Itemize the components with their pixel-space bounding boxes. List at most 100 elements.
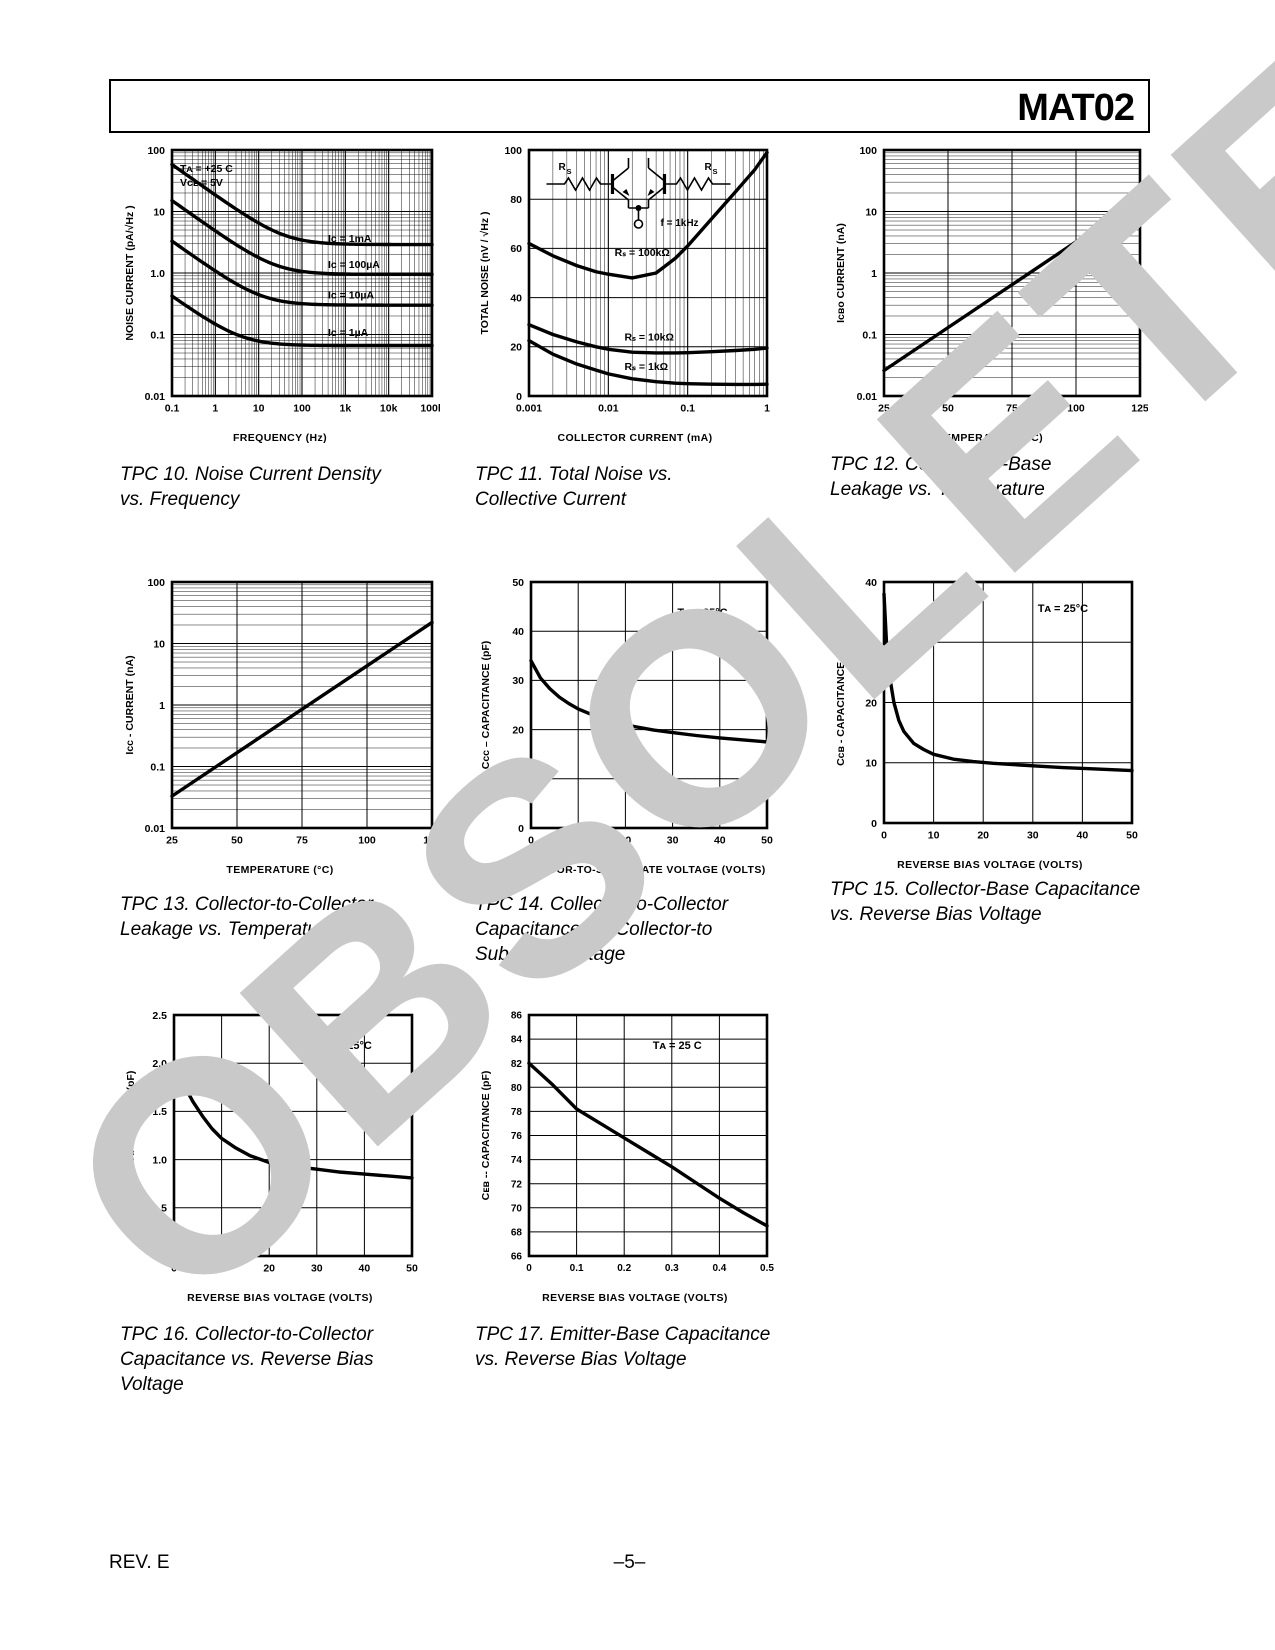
- svg-text:74: 74: [511, 1155, 523, 1166]
- svg-text:0: 0: [881, 830, 887, 842]
- svg-text:10: 10: [153, 638, 165, 650]
- chart-tpc14: 0 10 20 30 40 50 0 10 20 30 40 50 Cᴄᴄ – CAPACITANCE …: [480, 577, 773, 847]
- svg-text:40: 40: [714, 835, 726, 847]
- svg-text:0: 0: [171, 1263, 177, 1275]
- svg-text:2.5: 2.5: [152, 1010, 167, 1022]
- figure-tpc16: 0 10 20 30 40 50 0 .5 1.0 1.5 2.0 2.5 Cᴄᴄ -- CAPACIT…: [120, 1005, 440, 1397]
- svg-text:0: 0: [528, 835, 534, 847]
- svg-text:10: 10: [253, 403, 265, 415]
- svg-text:20: 20: [263, 1263, 275, 1275]
- xaxis-title-tpc13: TEMPERATURE (°C): [226, 864, 334, 876]
- svg-text:86: 86: [511, 1011, 523, 1022]
- chart-tpc12: 25 50 75 100 125 0.01 0.1 1 10 100 Iᴄʙᴏ CURRENT (n…: [835, 145, 1148, 415]
- svg-text:S: S: [712, 167, 717, 176]
- svg-text:1k: 1k: [339, 403, 351, 415]
- svg-text:50: 50: [1126, 830, 1138, 842]
- svg-text:1: 1: [871, 268, 877, 280]
- plot-tpc15: 0 10 20 30 40 50 0 10 20 30 40 Cᴄʙ - CAPACITANCE (p…: [830, 572, 1150, 857]
- svg-text:25: 25: [166, 835, 178, 847]
- svg-text:Tᴀ = 25 C: Tᴀ = 25 C: [653, 1040, 702, 1052]
- svg-text:0: 0: [871, 818, 877, 830]
- caption-tpc11: TPC 11. Total Noise vs. Collective Curre…: [475, 464, 673, 510]
- xaxis-title-tpc15: REVERSE BIAS VOLTAGE (VOLTS): [897, 859, 1083, 871]
- plot-tpc11: 0.001 0.01 0.1 1 0 20 40 60 80 100 TOTAL NOISE (nV…: [475, 140, 795, 430]
- svg-text:0.1: 0.1: [165, 403, 180, 415]
- svg-text:R: R: [558, 162, 566, 173]
- page-header-box: MAT02: [109, 79, 1150, 133]
- caption-tpc17: TPC 17. Emitter-Base Capacitance vs. Rev…: [475, 1324, 771, 1370]
- svg-text:30: 30: [865, 637, 877, 649]
- svg-text:20: 20: [865, 697, 877, 709]
- plot-tpc12: 25 50 75 100 125 0.01 0.1 1 10 100 Iᴄʙᴏ CURRENT (n…: [830, 140, 1150, 430]
- plot-tpc16: 0 10 20 30 40 50 0 .5 1.0 1.5 2.0 2.5 Cᴄᴄ -- CAPACIT…: [120, 1005, 440, 1290]
- svg-text:20: 20: [510, 342, 522, 354]
- svg-text:50: 50: [512, 577, 524, 589]
- svg-text:10: 10: [865, 758, 877, 770]
- svg-text:100: 100: [358, 835, 376, 847]
- svg-text:100: 100: [859, 145, 877, 157]
- svg-text:.5: .5: [158, 1203, 167, 1215]
- svg-text:100: 100: [1067, 403, 1085, 415]
- svg-text:0.2: 0.2: [617, 1263, 631, 1274]
- svg-text:100k: 100k: [420, 403, 440, 415]
- xaxis-title-tpc11: COLLECTOR CURRENT (mA): [557, 432, 713, 444]
- page-number: –5–: [613, 1552, 646, 1573]
- svg-text:TOTAL NOISE (nV / √Hz ): TOTAL NOISE (nV / √Hz ): [479, 211, 491, 334]
- chart-tpc13: 25 50 75 100 125 0.01 0.1 1 10 100 Iᴄᴄ - CURRENT (…: [124, 577, 440, 847]
- svg-text:10: 10: [153, 206, 165, 218]
- svg-text:0: 0: [518, 823, 524, 835]
- svg-text:0.01: 0.01: [598, 403, 619, 415]
- svg-text:1: 1: [212, 403, 218, 415]
- chart-tpc15: 0 10 20 30 40 50 0 10 20 30 40 Cᴄʙ - CAPACITANCE (p…: [835, 577, 1138, 842]
- svg-text:1.0: 1.0: [150, 268, 165, 280]
- svg-text:1.5: 1.5: [152, 1106, 167, 1118]
- caption-tpc16: TPC 16. Collector-to-Collector Capacitan…: [120, 1324, 374, 1395]
- revision-label: REV. E: [109, 1552, 170, 1573]
- chart-tpc11: 0.001 0.01 0.1 1 0 20 40 60 80 100 TOTAL NOISE (nV…: [479, 145, 770, 415]
- xaxis-title-tpc16: REVERSE BIAS VOLTAGE (VOLTS): [187, 1292, 373, 1304]
- svg-text:10: 10: [928, 830, 940, 842]
- chart-tpc16: 0 10 20 30 40 50 0 .5 1.0 1.5 2.0 2.5 Cᴄᴄ -- CAPACIT…: [125, 1010, 418, 1275]
- caption-tpc10: TPC 10. Noise Current Density vs. Freque…: [120, 464, 381, 510]
- svg-text:50: 50: [942, 403, 954, 415]
- svg-text:20: 20: [620, 835, 632, 847]
- svg-text:10: 10: [572, 835, 584, 847]
- svg-text:76: 76: [511, 1131, 523, 1142]
- xaxis-title-tpc10: FREQUENCY (Hz): [232, 432, 328, 444]
- svg-text:0.5: 0.5: [760, 1263, 774, 1274]
- svg-text:50: 50: [406, 1263, 418, 1275]
- svg-text:70: 70: [511, 1203, 523, 1214]
- svg-text:Cᴄʙ - CAPACITANCE (pF): Cᴄʙ - CAPACITANCE (pF): [835, 639, 847, 766]
- svg-text:Iᴄ = 10µA: Iᴄ = 10µA: [328, 290, 374, 302]
- svg-text:72: 72: [511, 1179, 523, 1190]
- figure-tpc11: 0.001 0.01 0.1 1 0 20 40 60 80 100 TOTAL NOISE (nV…: [475, 140, 795, 512]
- svg-text:0.001: 0.001: [516, 403, 542, 415]
- svg-text:66: 66: [511, 1252, 523, 1263]
- svg-text:Iᴄ = 1mA: Iᴄ = 1mA: [328, 233, 372, 245]
- svg-text:0.01: 0.01: [145, 823, 166, 835]
- svg-text:Rₛ = 10kΩ: Rₛ = 10kΩ: [625, 332, 674, 344]
- caption-tpc13: TPC 13. Collector-to-Collector Leakage v…: [120, 894, 374, 940]
- svg-text:Rₛ = 1kΩ: Rₛ = 1kΩ: [625, 361, 669, 373]
- part-number: MAT02: [1017, 87, 1135, 129]
- svg-text:0: 0: [526, 1263, 532, 1274]
- svg-text:80: 80: [510, 194, 522, 206]
- svg-text:10: 10: [865, 206, 877, 218]
- svg-text:0.1: 0.1: [862, 329, 877, 341]
- chart-tpc17: 0 0.1 0.2 0.3 0.4 0.5 66 68 70 72 74 76 78 80 82 84 86 Cᴇ…: [480, 1011, 774, 1274]
- svg-text:100: 100: [504, 145, 522, 157]
- svg-text:Tᴀ = 25°C: Tᴀ = 25°C: [1038, 603, 1088, 615]
- svg-text:30: 30: [1027, 830, 1039, 842]
- figure-tpc15: 0 10 20 30 40 50 0 10 20 30 40 Cᴄʙ - CAPACITANCE (p…: [830, 572, 1150, 927]
- svg-text:0.01: 0.01: [857, 391, 878, 403]
- svg-text:78: 78: [511, 1107, 523, 1118]
- caption-tpc12: TPC 12. Collector-to-Base Leakage vs. Te…: [830, 454, 1052, 500]
- svg-text:100: 100: [293, 403, 311, 415]
- svg-text:10: 10: [216, 1263, 228, 1275]
- svg-text:30: 30: [311, 1263, 323, 1275]
- svg-text:75: 75: [296, 835, 308, 847]
- svg-text:40: 40: [510, 292, 522, 304]
- svg-text:100: 100: [147, 577, 165, 589]
